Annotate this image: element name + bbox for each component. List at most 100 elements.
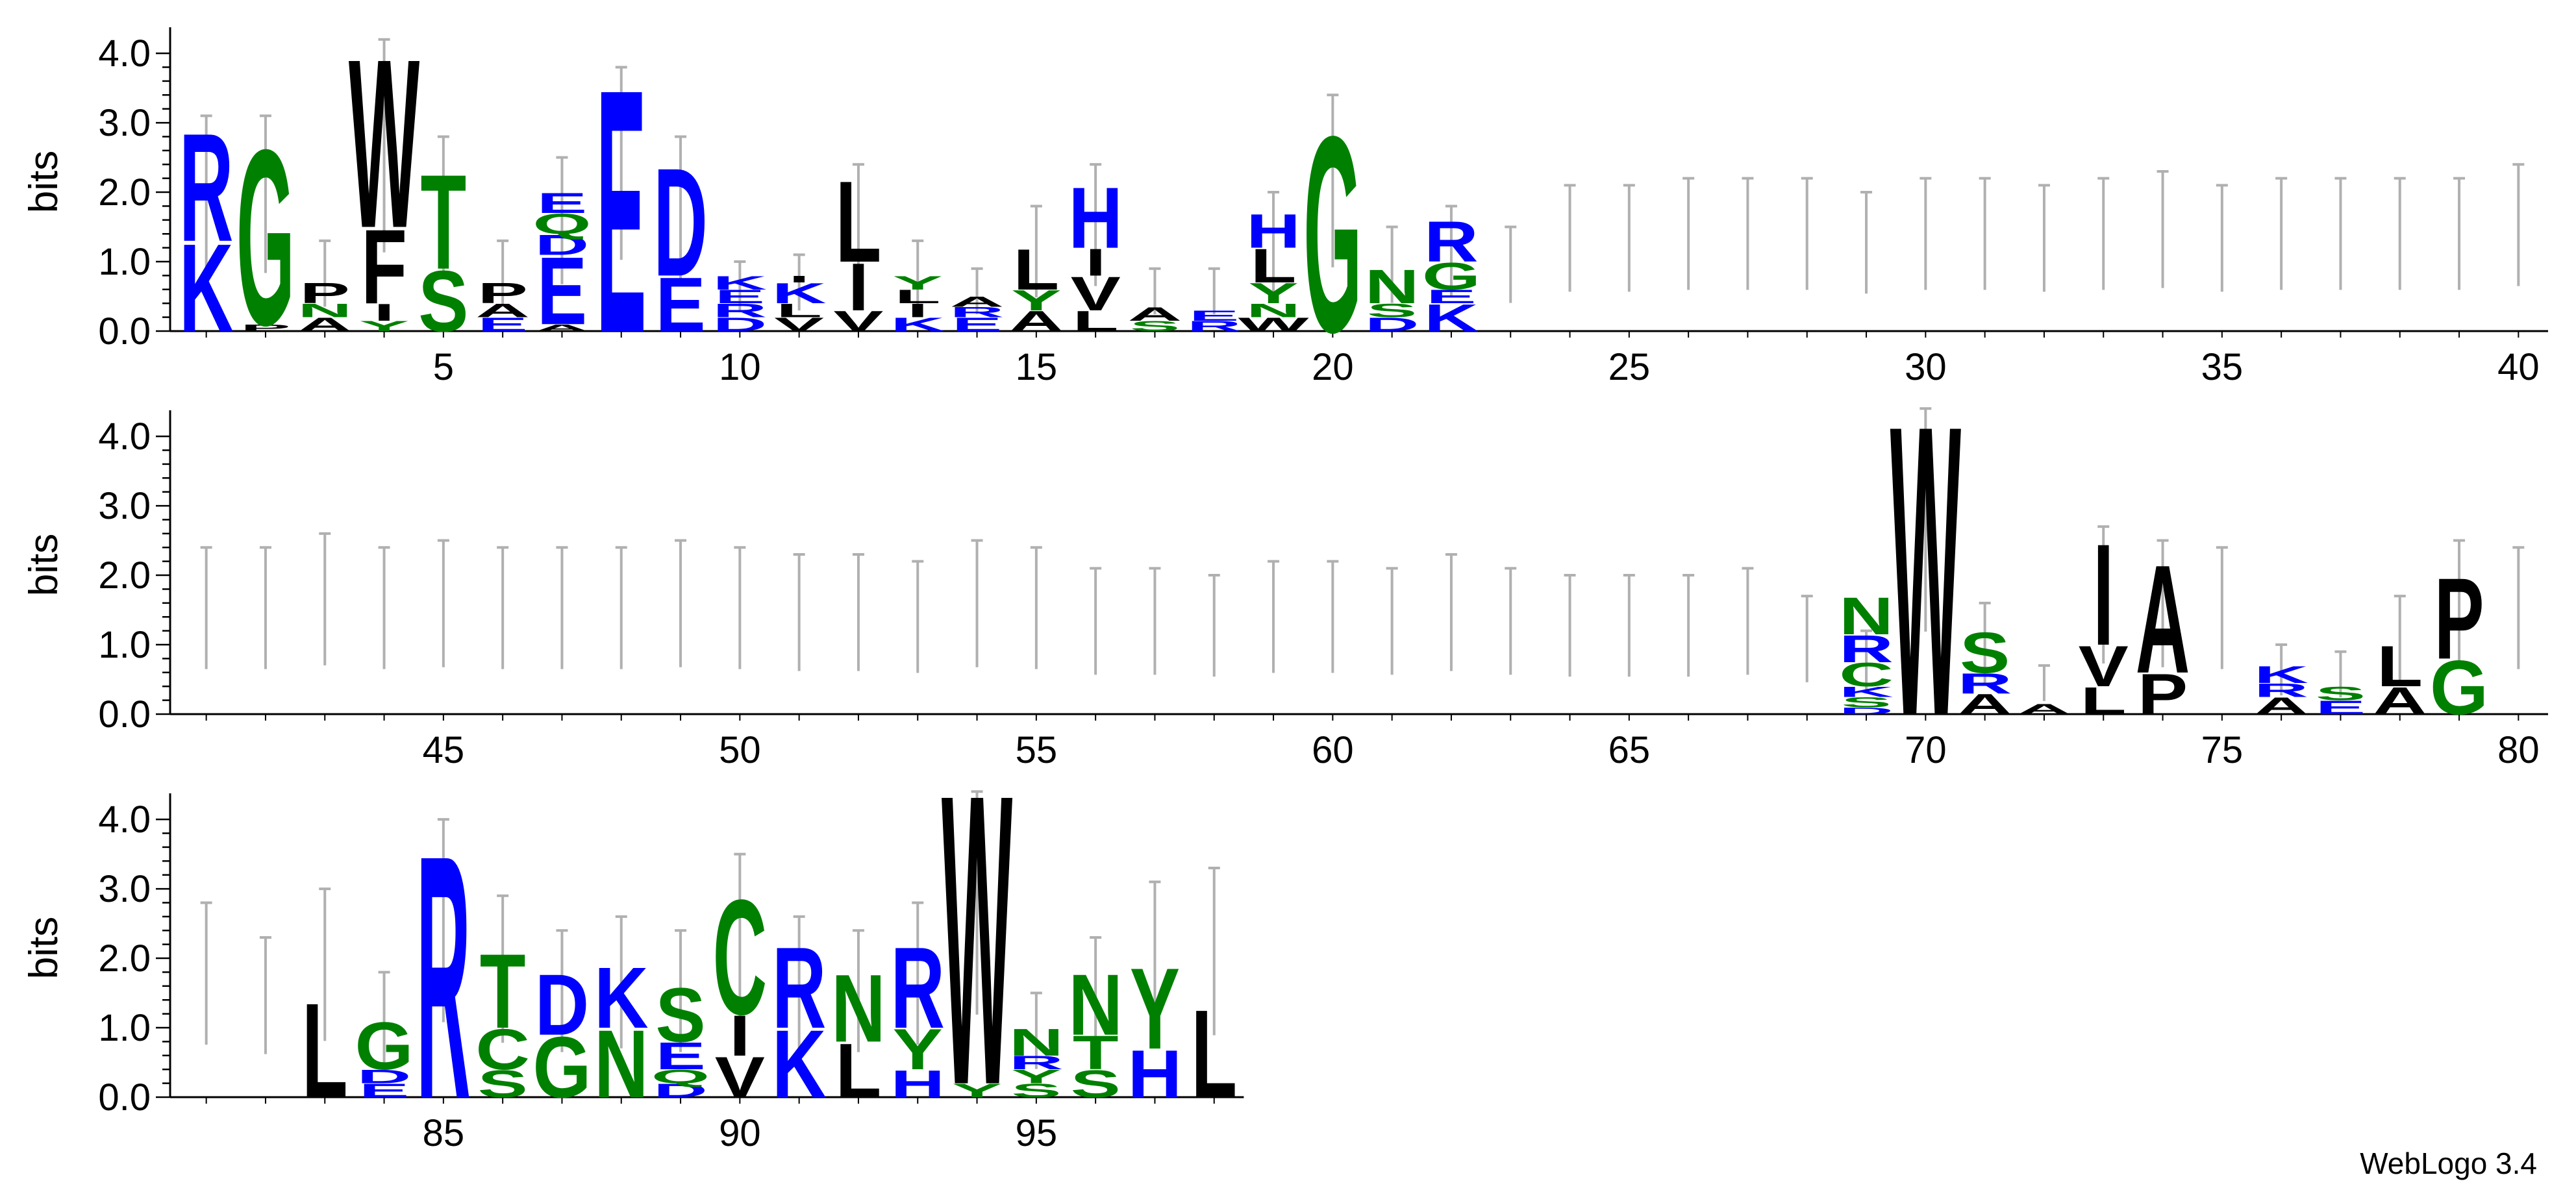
logo-letter-C: C xyxy=(713,865,768,1049)
logo-letter-T: T xyxy=(480,932,526,1050)
logo-letter-L: L xyxy=(2081,680,2127,723)
logo-row-2: bits 0.0 1.0 2.0 3.0 4.0 45 50 55 60 65 70 75 80 xyxy=(21,407,2548,771)
logo-letter-P: P xyxy=(478,277,528,310)
logo-letter-S: S xyxy=(1841,694,1891,710)
logo-letter-R: R xyxy=(1009,1052,1064,1073)
logo-letter-P: P xyxy=(2138,662,2188,726)
logo-letter-E: E xyxy=(715,286,765,307)
logo-letter-D: D xyxy=(653,136,708,309)
x-tick-label: 10 xyxy=(719,346,761,388)
logo-letter-G: G xyxy=(2430,645,2488,731)
y-axis-label: bits xyxy=(21,151,66,213)
logo-letter-D: D xyxy=(1839,706,1894,717)
x-tick-label: 35 xyxy=(2201,346,2244,388)
logo-letter-A: A xyxy=(2373,680,2427,723)
x-tick-label: 25 xyxy=(1608,346,1651,388)
logo-letter-E: E xyxy=(1426,286,1476,307)
logo-letter-C: C xyxy=(1839,656,1894,694)
logo-letter-Q: Q xyxy=(532,208,591,240)
logo-letter-N: N xyxy=(1068,957,1123,1054)
logo-letter-N: N xyxy=(1009,1021,1064,1064)
x-tick-label: 5 xyxy=(433,346,454,388)
logo-letter-I: I xyxy=(373,299,394,327)
logo-letter-R: R xyxy=(772,923,827,1052)
x-tick-label: 70 xyxy=(1905,729,1947,771)
logo-letter-R: R xyxy=(1187,318,1242,334)
logo-letter-L: L xyxy=(776,300,822,321)
logo-letter-Y: Y xyxy=(893,1017,943,1082)
logo-letter-S: S xyxy=(1960,621,2010,685)
logo-letter-N: N xyxy=(1246,300,1301,321)
logo-letter-W: W xyxy=(349,10,420,279)
y-tick-label: 3.0 xyxy=(98,868,151,910)
logo-letter-R: R xyxy=(713,300,768,321)
logo-letter-K: K xyxy=(1424,297,1479,340)
logo-letter-K: K xyxy=(772,1010,827,1118)
logo-letter-L: L xyxy=(2377,634,2423,699)
logo-letter-L: L xyxy=(1251,239,1297,293)
logo-letter-Y: Y xyxy=(1011,284,1061,317)
logo-letter-W: W xyxy=(1238,314,1309,335)
logo-letter-R: R xyxy=(416,784,471,1172)
logo-letter-G: G xyxy=(1422,255,1481,298)
weblogo-credit: WebLogo 3.4 xyxy=(2360,1147,2537,1180)
logo-letter-S: S xyxy=(1071,1063,1121,1106)
logo-row-1: bits 0.0 1.0 2.0 3.0 4.0 5 10 15 20 25 30 35 40 xyxy=(21,27,2548,388)
logo-letter-N: N xyxy=(1365,260,1419,314)
logo-letter-R: R xyxy=(890,923,945,1052)
logo-letter-K: K xyxy=(713,272,768,293)
logo-letter-V: V xyxy=(774,314,824,335)
logo-letter-K: K xyxy=(1839,684,1894,700)
logo-letter-C: C xyxy=(475,1017,530,1082)
x-tick-label: 45 xyxy=(423,729,465,771)
logo-letter-L: L xyxy=(302,975,348,1126)
logo-letter-P: P xyxy=(300,277,350,310)
logo-letter-W: W xyxy=(1890,339,1962,802)
logo-letter-G: G xyxy=(236,98,295,378)
y-tick-label: 0.0 xyxy=(98,1076,151,1119)
logo-letter-S: S xyxy=(418,253,468,350)
logo-letter-T: T xyxy=(1073,1026,1119,1080)
logo-letter-R: R xyxy=(179,101,234,274)
logo-letter-E: E xyxy=(359,1080,409,1101)
y-tick-label: 4.0 xyxy=(98,799,151,841)
logo-letter-N: N xyxy=(1839,587,1894,646)
logo-letter-D: D xyxy=(535,957,590,1054)
logo-letter-R: R xyxy=(1839,628,1894,671)
y-tick-label: 0.0 xyxy=(98,310,151,353)
logo-letter-I: I xyxy=(729,1004,750,1068)
logo-letter-H: H xyxy=(1068,170,1123,267)
logo-letter-S: S xyxy=(655,972,705,1058)
y-tick-label: 2.0 xyxy=(98,554,151,597)
logo-letter-E: E xyxy=(478,314,528,335)
logo-letter-R: R xyxy=(2254,680,2308,701)
logo-letter-D: D xyxy=(713,314,768,335)
logo-letter-E: E xyxy=(655,262,705,348)
x-tick-label: 90 xyxy=(719,1112,761,1154)
logo-letter-Y: Y xyxy=(893,272,943,293)
logo-letter-V: V xyxy=(2079,634,2129,699)
x-tick-label: 65 xyxy=(1608,729,1651,771)
y-tick-label: 0.0 xyxy=(98,693,151,736)
logo-letter-S: S xyxy=(1011,1080,1061,1101)
y-tick-label: 4.0 xyxy=(98,32,151,75)
logo-letter-D: D xyxy=(1365,314,1419,335)
logo-letter-S: S xyxy=(1130,318,1180,334)
logo-letter-A: A xyxy=(2136,533,2190,706)
logo-letter-R: R xyxy=(1424,210,1479,274)
y-tick-label: 2.0 xyxy=(98,171,151,214)
x-tick-label: 95 xyxy=(1016,1112,1058,1154)
logo-letter-L: L xyxy=(1014,238,1060,302)
logo-letter-L: L xyxy=(1073,305,1119,338)
logo-letter-E: E xyxy=(2316,697,2366,718)
logo-letter-A: A xyxy=(1128,303,1182,325)
logo-letter-H: H xyxy=(890,1063,945,1106)
x-tick-label: 50 xyxy=(719,729,761,771)
logo-letter-L: L xyxy=(836,1028,882,1114)
logo-letter-E: E xyxy=(537,237,587,345)
y-tick-label: 1.0 xyxy=(98,1007,151,1049)
logo-letter-K: K xyxy=(179,217,234,358)
logo-letter-N: N xyxy=(831,955,886,1063)
logo-letter-P: P xyxy=(240,323,290,334)
